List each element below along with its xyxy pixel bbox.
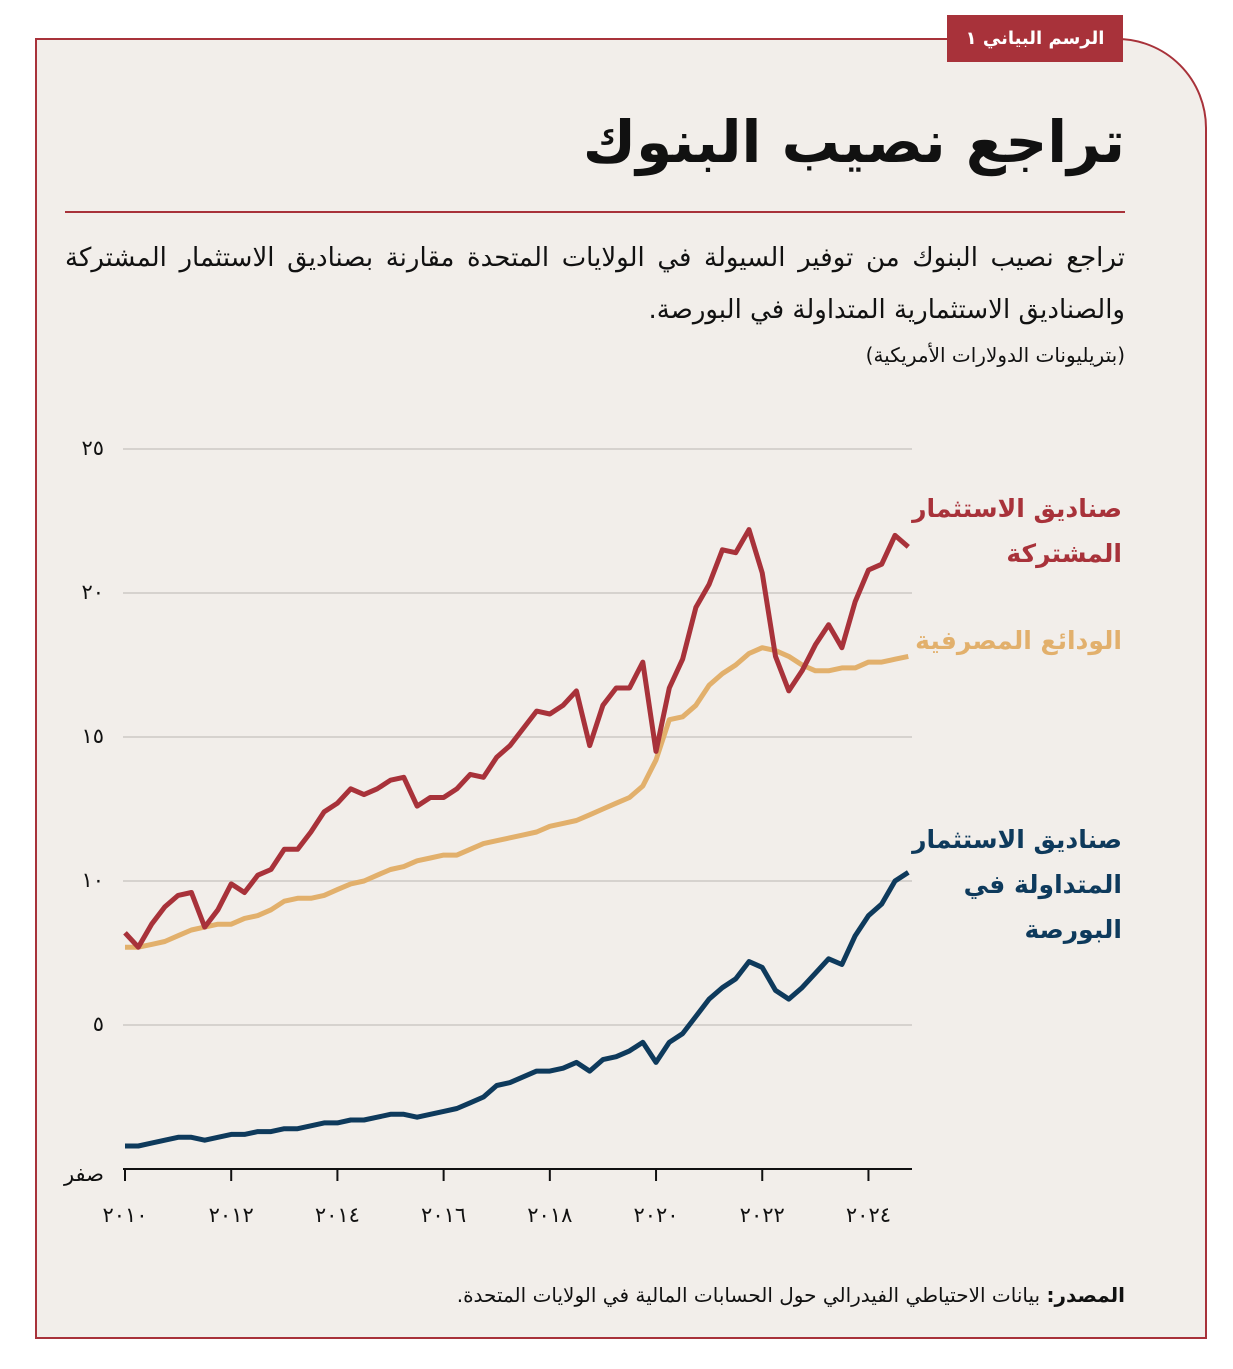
x-tick-label: ٢٠٢٤ xyxy=(846,1203,891,1227)
chart-title: تراجع نصيب البنوك xyxy=(582,108,1125,176)
y-tick-label: صفر xyxy=(63,1162,104,1186)
y-tick-label: ٢٠ xyxy=(81,580,104,604)
x-tick-label: ٢٠١٦ xyxy=(421,1203,466,1227)
y-tick-label: ٢٥ xyxy=(81,436,104,460)
legend-label: الودائع المصرفية xyxy=(915,626,1122,655)
legend-label: صناديق الاستثمار المتداولة في البورصة xyxy=(912,825,1122,944)
x-tick-label: ٢٠١٤ xyxy=(315,1203,360,1227)
x-tick-label: ٢٠١٨ xyxy=(527,1203,572,1227)
x-tick-label: ٢٠٢٠ xyxy=(633,1203,678,1227)
y-tick-label: ١٥ xyxy=(81,724,104,748)
series-line xyxy=(125,645,909,950)
series-line xyxy=(125,870,910,1149)
source-text: بيانات الاحتياطي الفيدرالي حول الحسابات … xyxy=(456,1283,1041,1307)
series-line xyxy=(123,527,910,950)
y-tick-label: ٥ xyxy=(93,1012,104,1036)
unit-label: (بتريليونات الدولارات الأمريكية) xyxy=(865,343,1125,367)
title-rule xyxy=(65,211,1125,213)
legend-label: صناديق الاستثمار المشتركة xyxy=(912,494,1122,568)
x-tick-label: ٢٠١٠ xyxy=(102,1203,147,1227)
x-tick-label: ٢٠٢٢ xyxy=(740,1203,785,1227)
source-label: المصدر: xyxy=(1046,1283,1125,1307)
chart-subtitle: تراجع نصيب البنوك من توفير السيولة في ال… xyxy=(65,243,1125,325)
y-tick-label: ١٠ xyxy=(81,868,104,892)
source-note: المصدر: بيانات الاحتياطي الفيدرالي حول ا… xyxy=(457,1283,1125,1307)
x-tick-label: ٢٠١٢ xyxy=(209,1203,254,1227)
figure-tag: الرسم البياني ١ xyxy=(947,15,1123,62)
